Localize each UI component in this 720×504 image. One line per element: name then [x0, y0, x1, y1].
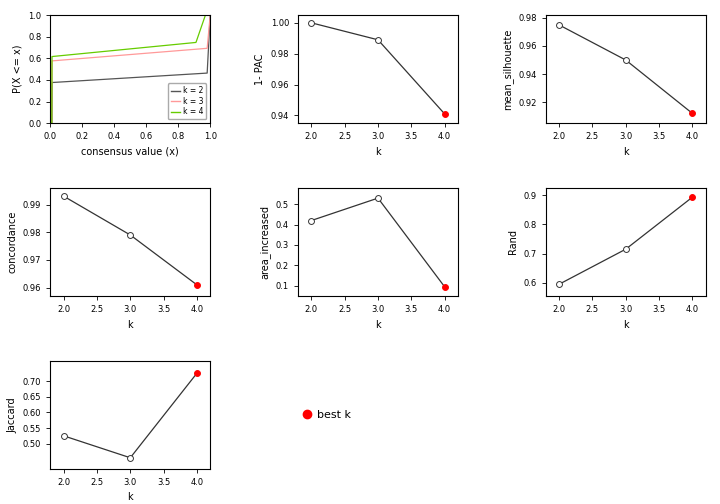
Point — [620, 245, 631, 253]
Point — [620, 56, 631, 64]
X-axis label: k: k — [127, 492, 133, 502]
X-axis label: k: k — [375, 147, 381, 157]
X-axis label: k: k — [375, 320, 381, 330]
Point — [687, 109, 698, 117]
Legend: best k: best k — [298, 405, 356, 424]
Point — [438, 110, 450, 118]
Point — [191, 281, 202, 289]
Point — [125, 454, 136, 462]
Point — [306, 217, 318, 225]
Y-axis label: P(X <= x): P(X <= x) — [12, 45, 22, 93]
Y-axis label: Rand: Rand — [508, 229, 518, 255]
X-axis label: consensus value (x): consensus value (x) — [81, 147, 179, 157]
Point — [58, 432, 69, 440]
Point — [125, 231, 136, 239]
Legend: k = 2, k = 3, k = 4: k = 2, k = 3, k = 4 — [168, 83, 207, 119]
Y-axis label: area_increased: area_increased — [259, 205, 270, 279]
Point — [306, 19, 318, 27]
Point — [372, 194, 384, 202]
X-axis label: k: k — [127, 320, 133, 330]
Y-axis label: mean_silhouette: mean_silhouette — [502, 28, 513, 110]
Point — [687, 193, 698, 201]
Point — [372, 36, 384, 44]
Point — [554, 21, 565, 29]
X-axis label: k: k — [623, 320, 629, 330]
Point — [191, 369, 202, 377]
Y-axis label: concordance: concordance — [7, 211, 17, 273]
Y-axis label: 1- PAC: 1- PAC — [255, 53, 265, 85]
X-axis label: k: k — [623, 147, 629, 157]
Point — [554, 280, 565, 288]
Y-axis label: Jaccard: Jaccard — [7, 397, 17, 432]
Point — [438, 283, 450, 291]
Point — [58, 192, 69, 200]
